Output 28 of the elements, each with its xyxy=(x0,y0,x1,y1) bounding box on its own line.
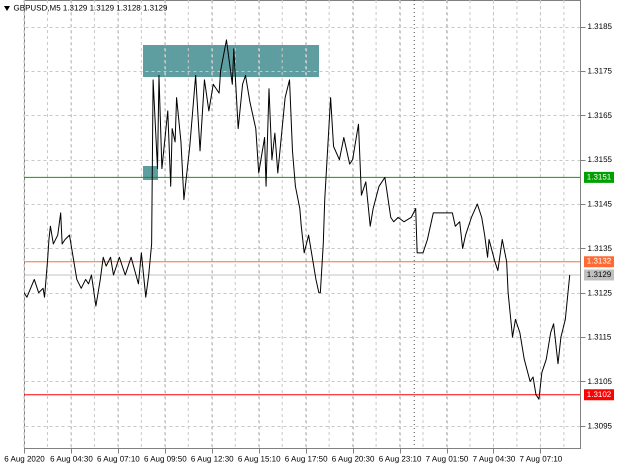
x-tick-label: 6 Aug 17:50 xyxy=(284,454,328,464)
ref-line-label: 1.3151 xyxy=(586,172,612,182)
y-tick-label: 1.3165 xyxy=(588,110,613,120)
y-tick-label: 1.3115 xyxy=(588,332,612,342)
x-tick-label: 6 Aug 09:50 xyxy=(144,454,188,464)
y-tick-label: 1.3105 xyxy=(588,376,613,386)
y-tick-label: 1.3175 xyxy=(588,66,613,76)
chart-title: GBPUSD,M5 1.3129 1.3129 1.3128 1.3129 xyxy=(14,4,168,12)
x-tick-label: 7 Aug 04:30 xyxy=(472,454,516,464)
y-tick-label: 1.3135 xyxy=(588,244,613,253)
x-tick-label: 6 Aug 2020 xyxy=(4,454,46,464)
x-tick-label: 6 Aug 20:30 xyxy=(332,454,376,464)
y-tick-label: 1.3185 xyxy=(588,22,613,32)
line-series xyxy=(24,39,570,400)
y-tick-label: 1.3095 xyxy=(588,421,613,430)
x-tick-label: 6 Aug 23:10 xyxy=(378,454,422,464)
x-tick-label: 6 Aug 07:10 xyxy=(97,454,140,464)
y-tick-label: 1.3145 xyxy=(588,200,613,209)
x-tick-label: 6 Aug 04:30 xyxy=(50,454,94,464)
x-tick-label: 6 Aug 15:10 xyxy=(238,454,282,464)
ref-line-label: 1.3132 xyxy=(586,256,612,266)
y-tick-label: 1.3125 xyxy=(588,288,613,298)
y-tick-label: 1.3155 xyxy=(588,155,613,164)
ref-line-label: 1.3129 xyxy=(586,270,612,280)
ref-line-label: 1.3102 xyxy=(586,390,612,399)
x-tick-label: 6 Aug 12:30 xyxy=(190,454,234,464)
x-tick-label: 7 Aug 07:10 xyxy=(520,454,563,464)
x-tick-label: 7 Aug 01:50 xyxy=(426,454,469,464)
